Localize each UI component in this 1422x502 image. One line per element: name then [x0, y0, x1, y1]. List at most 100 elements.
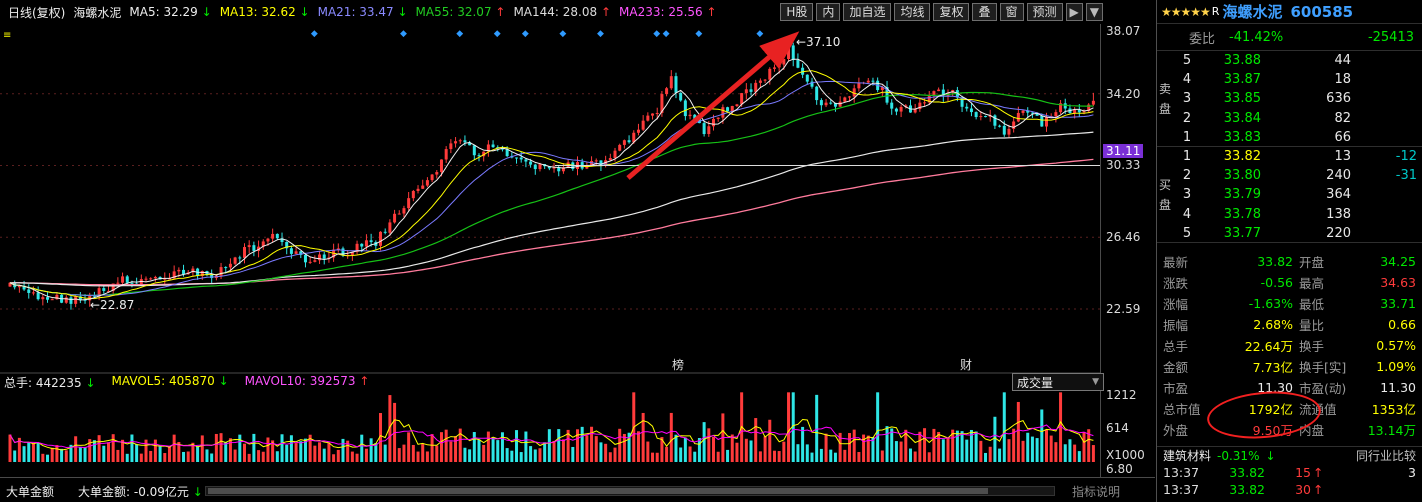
- topbar-button[interactable]: 复权: [933, 3, 970, 21]
- ma-readout: MA55: 32.07 ↑: [415, 5, 506, 19]
- up-arrow-icon: ↑: [1313, 465, 1324, 480]
- industry-compare-link[interactable]: 同行业比较: [1355, 449, 1416, 463]
- tick-volume: 15: [1295, 465, 1311, 480]
- volume-indicator-dropdown[interactable]: 成交量 ▼: [1012, 373, 1104, 391]
- topbar-icon-button[interactable]: ▼: [1085, 3, 1103, 21]
- volume-axis-label: 1212: [1106, 387, 1137, 402]
- level-price: 33.88: [1223, 53, 1261, 69]
- stat-value: 11.30: [1380, 380, 1416, 395]
- buy-row-5[interactable]: 5 33.77 220: [1173, 224, 1422, 243]
- stats-row: 振幅 2.68% 量比 0.66: [1157, 314, 1422, 335]
- sector-name-link[interactable]: 建筑材料: [1163, 449, 1212, 463]
- topbar-button[interactable]: 叠: [972, 3, 997, 21]
- level-volume: 66: [1334, 129, 1351, 145]
- pane-marker-bang[interactable]: 榜: [672, 358, 685, 372]
- period-label[interactable]: 日线(复权): [8, 5, 66, 20]
- level-number: 3: [1182, 187, 1192, 203]
- indicator-pane-value: 大单金额: -0.09亿元 ↓: [78, 485, 203, 499]
- topbar-button[interactable]: 加自选: [843, 3, 892, 21]
- sector-row: 建筑材料 -0.31% ↓ 同行业比较: [1157, 446, 1422, 464]
- level-volume: 44: [1334, 53, 1351, 69]
- down-arrow-icon: ↓: [188, 485, 203, 499]
- svg-text:◆: ◆: [756, 29, 763, 39]
- stat-label: 量比: [1299, 318, 1325, 333]
- candlestick-chart[interactable]: ←37.10←22.87≡ ◆ ◆ ◆ ◆ ◆ ◆ ◆ ◆ ◆ ◆ ◆: [0, 24, 1100, 478]
- stat-label: 总手: [1163, 339, 1189, 354]
- svg-text:◆: ◆: [695, 29, 702, 39]
- buy-row-4[interactable]: 4 33.78 138: [1173, 205, 1422, 224]
- tick-volume: 30: [1295, 482, 1311, 497]
- indicator-help-link[interactable]: 指标说明: [1072, 485, 1121, 499]
- sell-row-2[interactable]: 2 33.84 82: [1173, 109, 1422, 128]
- level-number: 3: [1182, 91, 1192, 107]
- topbar-button[interactable]: 预测: [1026, 3, 1063, 21]
- level-number: 2: [1182, 110, 1192, 126]
- stat-value: 1.09%: [1376, 359, 1416, 374]
- stats-row: 涨幅 -1.63% 最低 33.71: [1157, 293, 1422, 314]
- level-price: 33.84: [1223, 110, 1261, 126]
- down-arrow-icon: ↓: [214, 374, 229, 388]
- weibi-value: -41.42%: [1229, 29, 1284, 45]
- sell-row-3[interactable]: 3 33.85 636: [1173, 89, 1422, 108]
- level-number: 1: [1182, 149, 1192, 165]
- topbar-icon-button[interactable]: ▶: [1065, 3, 1083, 21]
- topbar-button[interactable]: 内: [816, 3, 841, 21]
- margin-flag: R: [1211, 5, 1220, 18]
- svg-text:◆: ◆: [522, 29, 529, 39]
- weicha-value: -25413: [1367, 29, 1414, 45]
- svg-text:◆: ◆: [494, 29, 501, 39]
- svg-text:◆: ◆: [663, 29, 670, 39]
- tick-list: 13:37 33.82 15 ↑ 3 13:37 33.82 30 ↑: [1157, 464, 1422, 498]
- level-price: 33.87: [1223, 72, 1261, 88]
- buy-row-1[interactable]: 1 33.82 13 -12: [1173, 147, 1422, 166]
- stat-label: 最新: [1163, 255, 1189, 270]
- horizontal-scrollbar[interactable]: [205, 486, 1055, 496]
- tick-extra: 3: [1408, 465, 1416, 480]
- tick-row: 13:37 33.82 15 ↑ 3: [1157, 464, 1422, 481]
- level-price: 33.82: [1223, 149, 1261, 165]
- stat-label: 涨幅: [1163, 297, 1189, 312]
- level-volume: 220: [1326, 225, 1351, 241]
- topbar-button[interactable]: H股: [780, 3, 814, 21]
- sell-row-4[interactable]: 4 33.87 18: [1173, 70, 1422, 89]
- topbar-button[interactable]: 窗: [999, 3, 1024, 21]
- stat-value: 33.71: [1380, 296, 1416, 311]
- weibi-label: 委比: [1189, 31, 1216, 47]
- stat-value: 11.30: [1257, 380, 1293, 395]
- level-number: 1: [1182, 129, 1192, 145]
- stat-label: 开盘: [1299, 255, 1325, 270]
- level-delta: -31: [1395, 168, 1417, 184]
- up-arrow-icon: ↑: [355, 374, 370, 388]
- sell-queue: 卖盘 5 33.88 44 4 33.87 18 3 33.85 636 2 33.84 82 1 33.…: [1157, 51, 1422, 147]
- stat-label: 市盈: [1163, 381, 1189, 396]
- stat-value: 33.82: [1257, 254, 1293, 269]
- stat-label: 换手: [1299, 339, 1325, 354]
- svg-text:◆: ◆: [559, 29, 566, 39]
- svg-text:←22.87: ←22.87: [90, 298, 134, 312]
- tick-time: 13:37: [1163, 482, 1200, 497]
- scrollbar-thumb[interactable]: [208, 488, 989, 494]
- down-arrow-icon: ↓: [81, 376, 96, 390]
- pane-marker-cai[interactable]: 财: [960, 358, 973, 372]
- level-price: 33.77: [1223, 225, 1261, 241]
- ma-readout: MA13: 32.62 ↓: [219, 5, 310, 19]
- level-delta: -12: [1395, 149, 1417, 165]
- svg-text:◆: ◆: [597, 29, 604, 39]
- stat-label: 流通值: [1299, 402, 1337, 417]
- stat-value: 22.64万: [1244, 339, 1293, 354]
- level-volume: 18: [1334, 72, 1351, 88]
- sell-row-5[interactable]: 5 33.88 44: [1173, 51, 1422, 70]
- price-axis: 38.07 34.20 31.11 30.33 26.46 22.59 1212 614 X10…: [1100, 24, 1155, 478]
- indicator-pane-title[interactable]: 大单金额: [6, 485, 55, 499]
- buy-row-3[interactable]: 3 33.79 364: [1173, 185, 1422, 204]
- stat-value: 0.57%: [1376, 338, 1416, 353]
- buy-row-2[interactable]: 2 33.80 240 -31: [1173, 166, 1422, 185]
- weibi-row: 委比 -41.42% -25413: [1157, 24, 1422, 51]
- level-number: 5: [1182, 53, 1192, 69]
- topbar-button[interactable]: 均线: [894, 3, 931, 21]
- price-axis-label: 22.59: [1106, 301, 1141, 316]
- sell-row-1[interactable]: 1 33.83 66: [1173, 128, 1422, 147]
- level-price: 33.78: [1223, 206, 1261, 222]
- stats-grid: 最新 33.82 开盘 34.25 涨跌 -0.56 最高 34.63 涨幅 -1.63% 最低 33…: [1157, 243, 1422, 440]
